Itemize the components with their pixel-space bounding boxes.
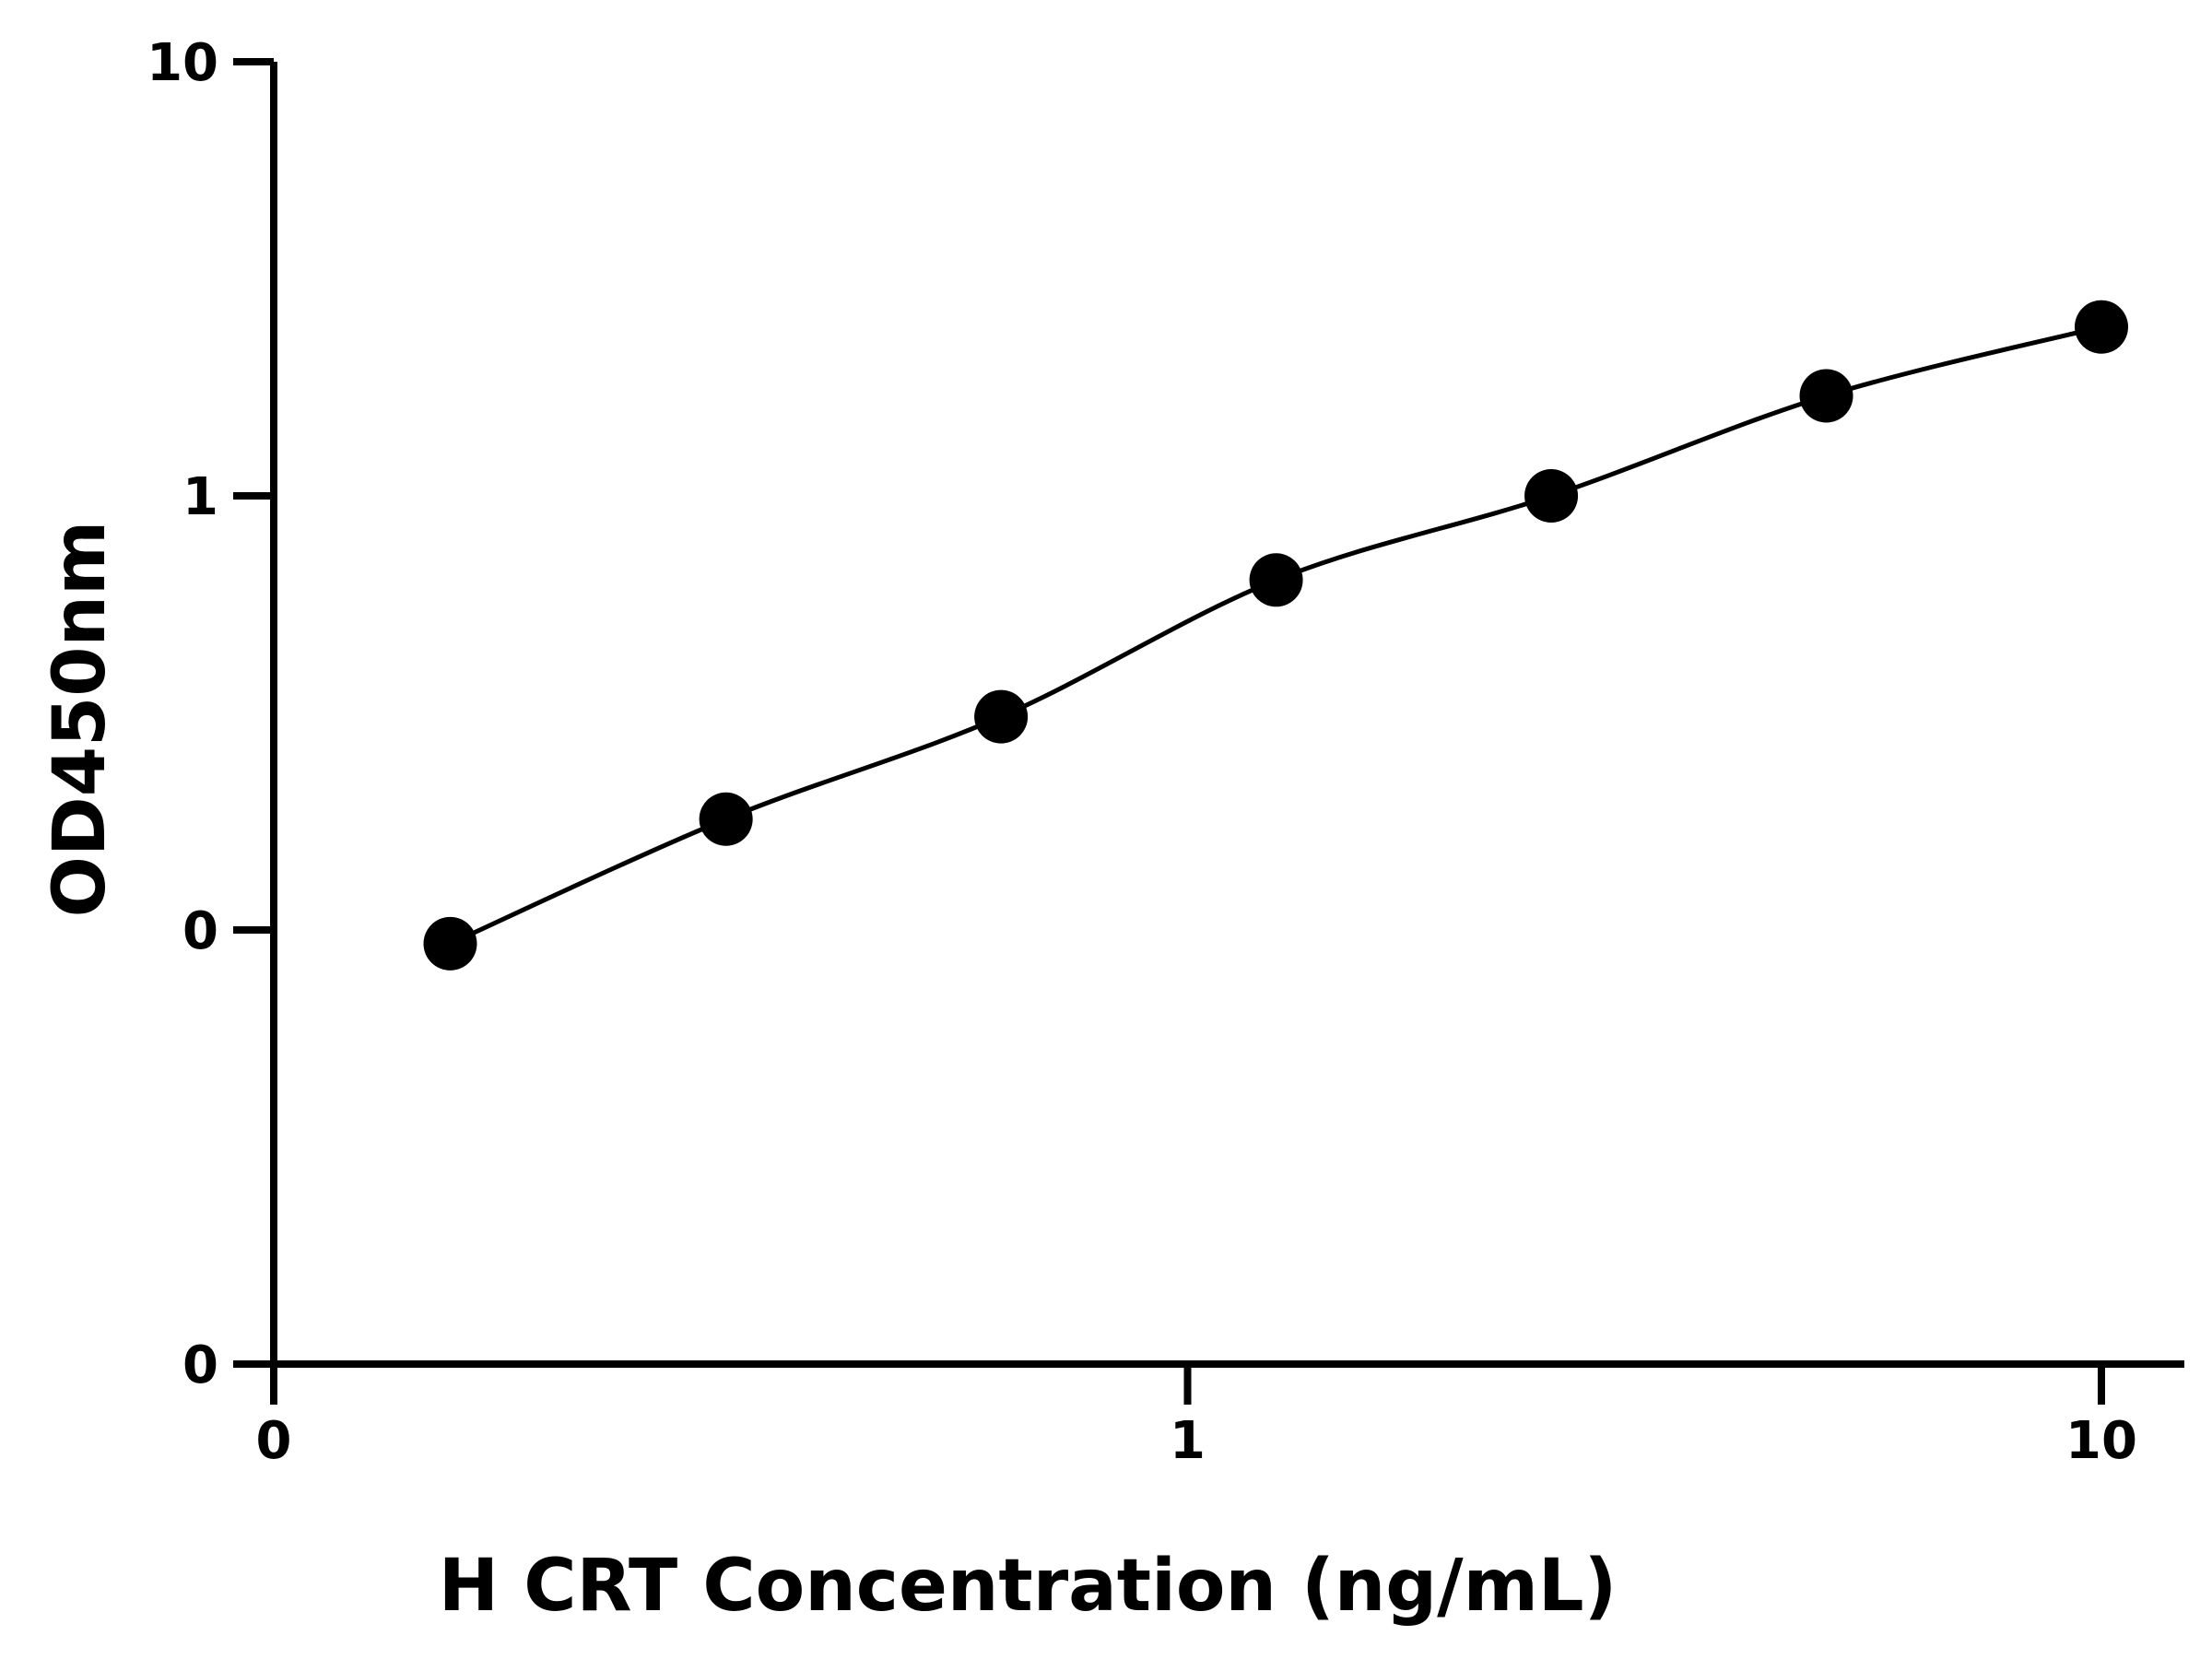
x-tick-label: 10 [2065, 1411, 2137, 1471]
data-points-layer [423, 300, 2128, 971]
data-point [1524, 469, 1579, 523]
axes [233, 58, 2184, 1405]
data-point [423, 916, 477, 971]
data-point [974, 689, 1029, 744]
x-tick-label: 0 [256, 1411, 292, 1471]
data-point [699, 792, 753, 846]
data-point [1799, 369, 1853, 423]
fit-curve-layer [449, 324, 2102, 947]
y-tick-label: 10 [147, 33, 218, 93]
y-tick-label: 0 [182, 901, 218, 961]
y-tick-label: 1 [182, 467, 218, 527]
y-axis-title: OD450nm [39, 521, 122, 918]
data-point [1249, 553, 1303, 607]
fit-curve [449, 324, 2102, 947]
x-tick-label: 1 [1170, 1411, 1206, 1471]
x-axis-title: H CRT Concentration (ng/mL) [439, 1545, 1617, 1628]
y-tick-label: 0 [182, 1335, 218, 1395]
data-point [2075, 300, 2128, 354]
